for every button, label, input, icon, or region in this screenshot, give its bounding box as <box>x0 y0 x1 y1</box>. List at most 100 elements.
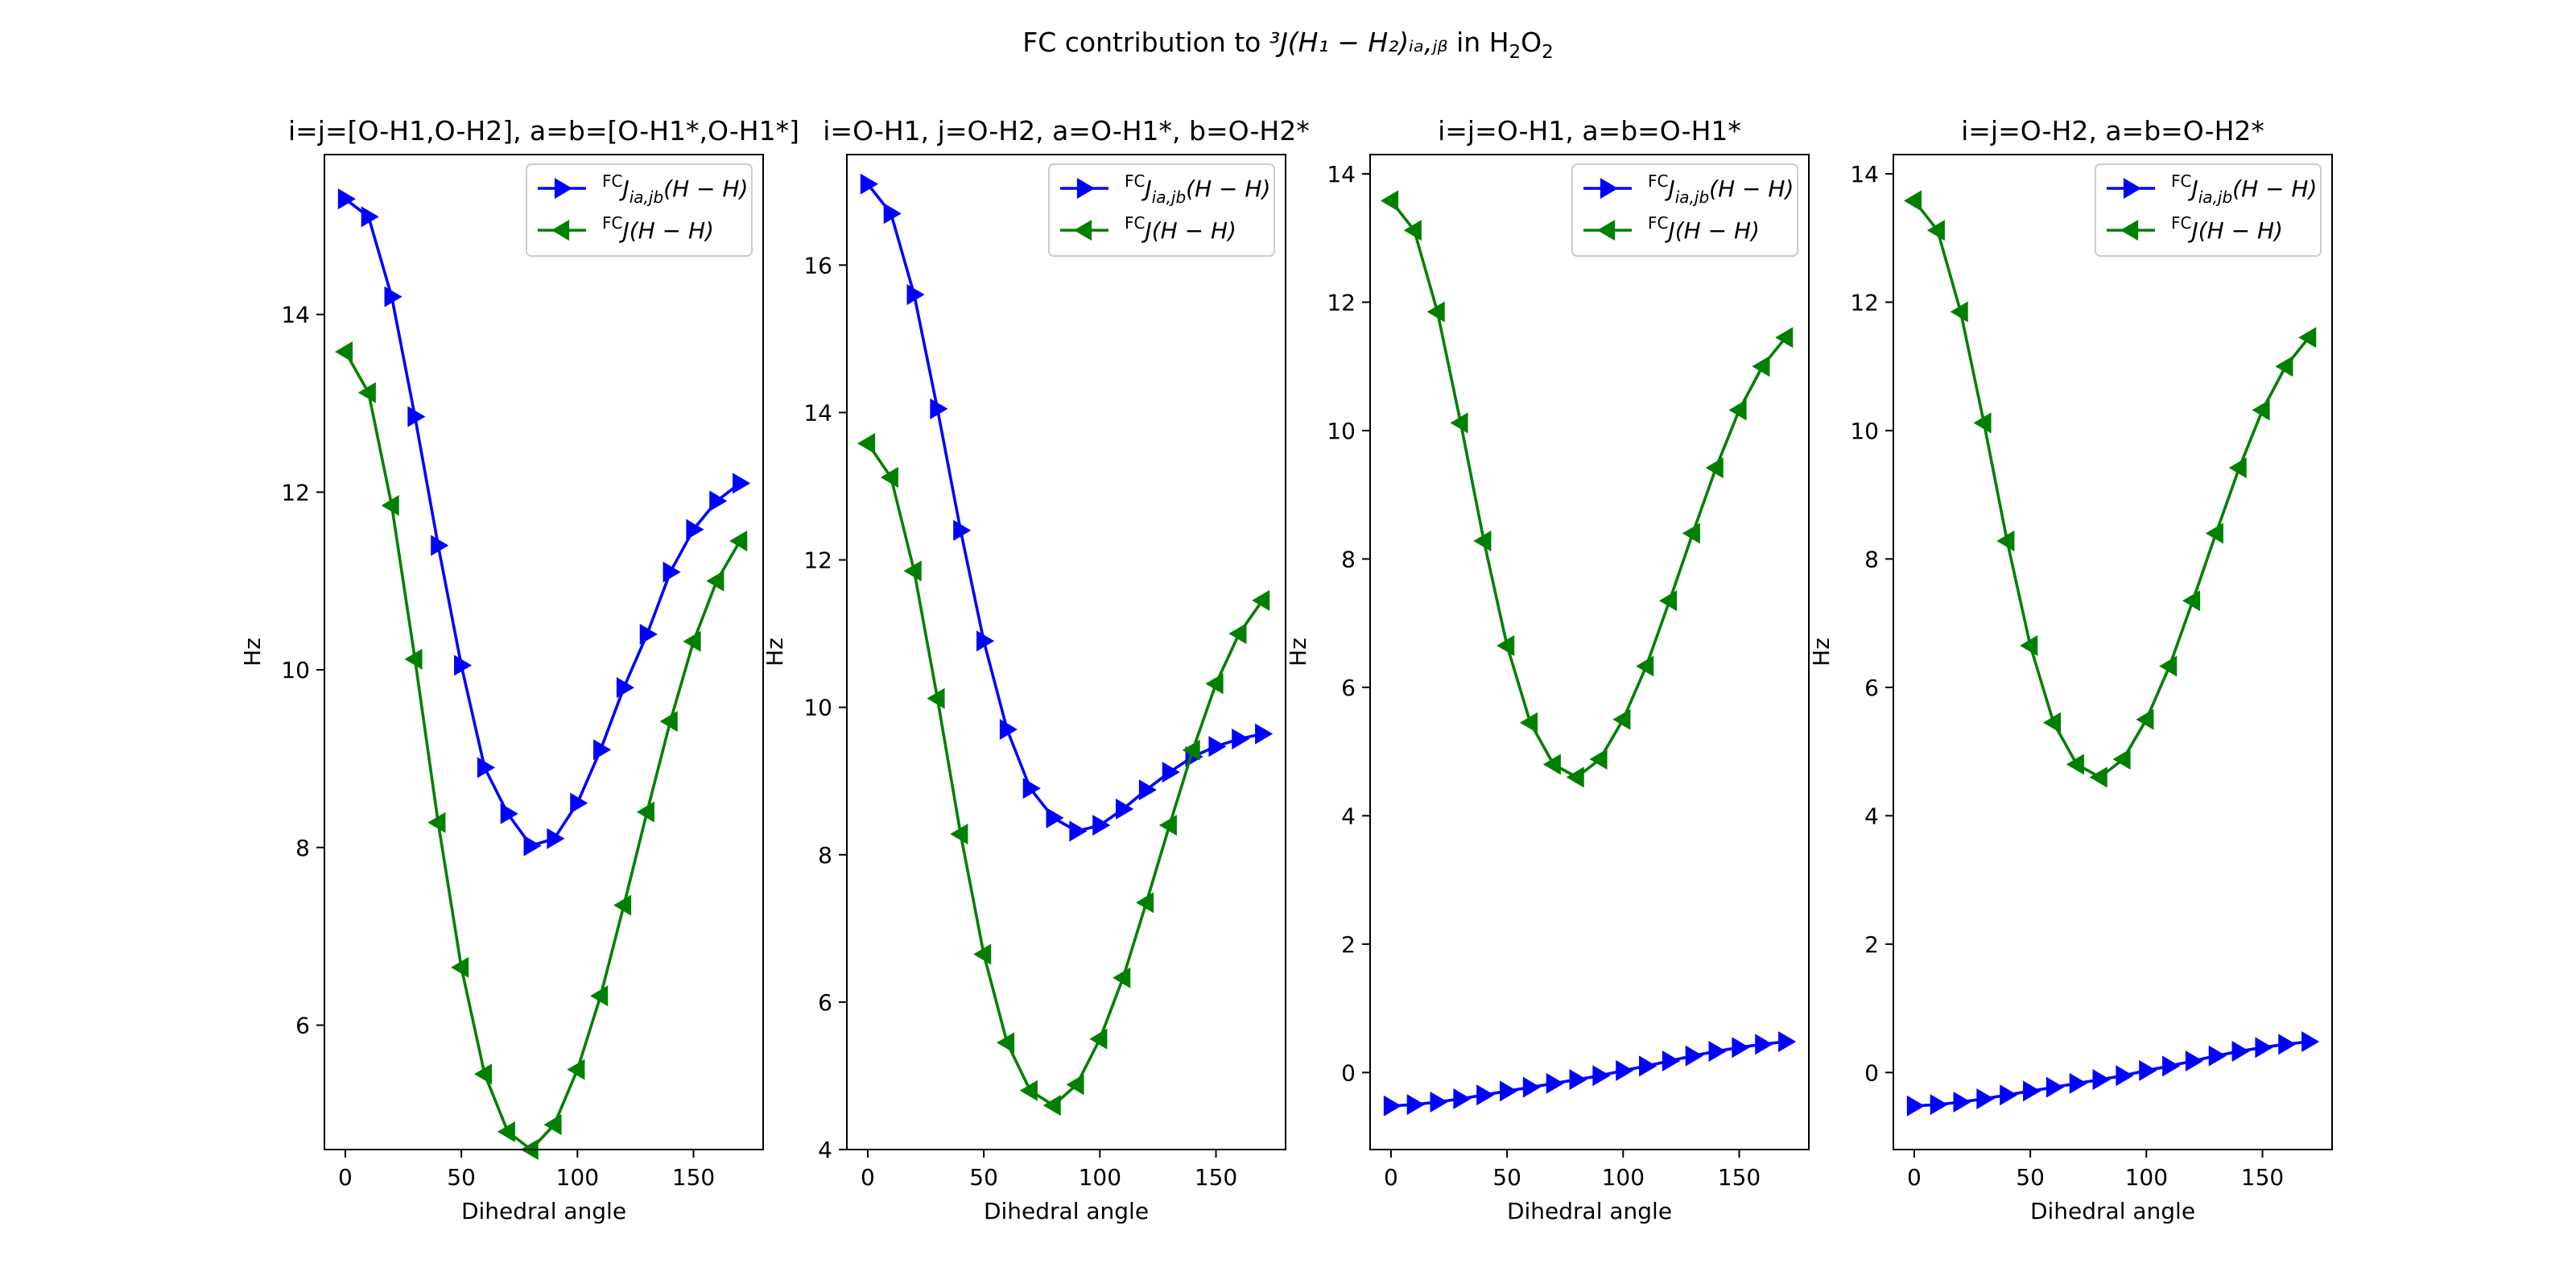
legend-marker <box>2123 178 2141 199</box>
y-tick-label: 12 <box>1327 289 1356 316</box>
data-point <box>857 432 876 454</box>
axes-frame <box>846 154 1286 1150</box>
data-point <box>1682 522 1700 544</box>
data-point <box>639 623 658 645</box>
data-point <box>337 188 356 210</box>
y-tick-label: 12 <box>803 547 832 574</box>
y-tick-label: 2 <box>1341 931 1356 958</box>
data-point <box>2046 1076 2064 1098</box>
data-point <box>2205 522 2223 544</box>
figure-title: FC contribution to ³J(H₁ − H₂)ᵢₐ,ⱼᵦ in H… <box>1022 27 1554 63</box>
series-fc-jiajb <box>1383 1031 1797 1117</box>
data-point <box>523 835 542 857</box>
y-tick-label: 12 <box>281 479 310 506</box>
data-point <box>1066 1074 1084 1096</box>
series-fc-jiajb <box>1906 1031 2320 1117</box>
data-point <box>2252 399 2270 421</box>
y-axis-label: Hz <box>1808 638 1835 667</box>
data-point <box>2020 635 2038 657</box>
series-fc-jiajb <box>337 188 751 857</box>
data-point <box>1138 779 1157 801</box>
legend-sub: ia,jb <box>2198 188 2232 207</box>
data-point <box>1476 1084 1495 1106</box>
data-point <box>1778 1031 1797 1053</box>
x-tick-label: 100 <box>556 1164 599 1191</box>
data-point <box>1450 412 1468 434</box>
x-tick-label: 50 <box>969 1164 998 1191</box>
legend-sub: ia,jb <box>1675 188 1709 207</box>
y-axis-label: Hz <box>762 638 788 667</box>
legend-tail: (H − H) <box>1675 217 1760 244</box>
data-point <box>1453 1088 1472 1110</box>
data-point <box>1732 1037 1750 1059</box>
data-point <box>729 530 748 552</box>
data-point <box>1752 356 1770 378</box>
figure-title-sub: 2 <box>1509 42 1521 63</box>
data-point <box>1205 673 1224 695</box>
data-point <box>1708 1040 1727 1062</box>
data-point <box>636 801 654 823</box>
legend-tail: (H − H) <box>2198 217 2283 244</box>
data-point <box>1430 1091 1448 1113</box>
data-point <box>500 803 518 824</box>
data-point <box>953 519 972 541</box>
y-tick-label: 0 <box>1341 1059 1356 1086</box>
x-tick-label: 0 <box>1384 1164 1398 1191</box>
data-point <box>930 398 948 419</box>
data-point <box>384 286 402 308</box>
data-point <box>334 341 353 362</box>
subplot-title: i=O-H1, j=O-H2, a=O-H1*, b=O-H2* <box>823 115 1310 147</box>
legend-marker <box>2120 220 2139 241</box>
series-line <box>1913 200 2310 779</box>
data-point <box>1589 749 1608 770</box>
legend: FCJia,jb(H − H) FCJ(H − H) <box>1571 163 1798 257</box>
data-point <box>2208 1045 2227 1067</box>
x-tick-label: 50 <box>447 1164 476 1191</box>
subplot-title: i=j=O-H2, a=b=O-H2* <box>1961 115 2264 147</box>
data-point <box>1500 1080 1518 1102</box>
data-point <box>2278 1034 2297 1055</box>
figure-title-sub-2: 2 <box>1542 42 1554 63</box>
data-point <box>1636 655 1654 677</box>
data-point <box>2228 457 2247 479</box>
legend-item: FCJia,jb(H − H) <box>1583 171 1794 207</box>
data-point <box>2066 753 2084 775</box>
y-tick-label: 6 <box>295 1013 310 1039</box>
data-point <box>709 490 728 512</box>
legend-label: FCJ(H − H) <box>1125 213 1236 244</box>
data-point <box>2136 708 2154 730</box>
data-point <box>686 518 704 540</box>
legend-label: FCJ(H − H) <box>602 213 714 244</box>
data-point <box>1406 1094 1425 1116</box>
axes-frame <box>1369 154 1810 1150</box>
data-point <box>1383 1095 1402 1117</box>
data-point <box>543 1114 562 1136</box>
legend-label: FCJia,jb(H − H) <box>1125 171 1270 207</box>
legend-label: FCJia,jb(H − H) <box>1648 171 1794 207</box>
data-point <box>2000 1084 2018 1106</box>
data-point <box>547 828 565 849</box>
x-tick-label: 0 <box>861 1164 875 1191</box>
y-tick-label: 6 <box>1864 675 1879 701</box>
x-tick-label: 100 <box>1079 1164 1121 1191</box>
data-point <box>996 1032 1015 1054</box>
data-point <box>1996 530 2015 552</box>
data-point <box>1775 327 1794 349</box>
data-point <box>1135 892 1154 914</box>
data-point <box>1113 967 1131 989</box>
figure-title-prefix: FC contribution to <box>1022 27 1269 58</box>
data-point <box>1926 220 1945 242</box>
legend-tail: (H − H) <box>1152 217 1236 244</box>
data-point <box>2116 1065 2134 1087</box>
figure-title-o: O <box>1521 27 1542 58</box>
data-point <box>497 1121 515 1142</box>
data-point <box>1976 1088 1995 1110</box>
data-point <box>2089 766 2107 788</box>
data-point <box>906 283 925 305</box>
data-point <box>1639 1055 1657 1077</box>
data-point <box>1953 1091 1971 1113</box>
data-point <box>1426 301 1445 323</box>
data-point <box>860 173 878 195</box>
data-point <box>613 894 632 916</box>
data-point <box>1182 739 1200 761</box>
